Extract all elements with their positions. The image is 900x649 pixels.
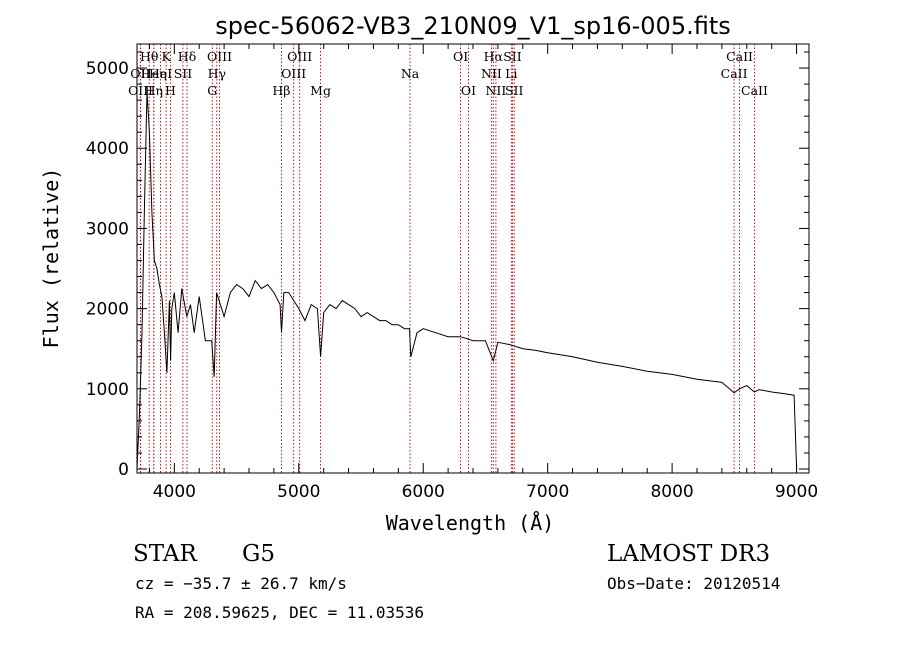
y-tick-label: 5000 xyxy=(86,59,129,79)
line-label: OI xyxy=(461,83,476,98)
line-label: Hγ xyxy=(208,66,226,81)
line-label: Hη xyxy=(145,83,163,98)
line-label: CaII xyxy=(741,83,768,98)
line-label: HeI xyxy=(149,66,172,81)
x-tick-label: 9000 xyxy=(775,482,818,502)
line-label: Hθ xyxy=(140,49,158,64)
line-label: SII xyxy=(174,66,193,81)
line-label: NII xyxy=(481,66,502,81)
x-tick-label: 7000 xyxy=(526,482,569,502)
redshift-cz: cz = −35.7 ± 26.7 km/s xyxy=(135,574,347,593)
line-label: Hα xyxy=(484,49,504,64)
x-tick-label: 4000 xyxy=(153,482,196,502)
line-label: OIII xyxy=(207,49,232,64)
line-label: OIII xyxy=(281,66,306,81)
line-label: SII xyxy=(503,49,522,64)
y-tick-label: 1000 xyxy=(86,380,129,400)
y-axis-ticks: 0 1000 2000 3000 4000 5000 xyxy=(86,51,809,480)
line-label: Mg xyxy=(310,83,331,98)
spectral-line-markers xyxy=(139,44,755,473)
line-label: Hβ xyxy=(272,83,290,98)
line-label: H xyxy=(165,83,176,98)
x-tick-label: 6000 xyxy=(402,482,445,502)
line-label: K xyxy=(161,49,171,64)
x-axis-ticks: 4000 5000 6000 7000 8000 9000 xyxy=(148,44,818,502)
line-label: OI xyxy=(453,49,468,64)
line-label: Heη xyxy=(141,66,167,81)
object-class: STAR xyxy=(133,541,197,567)
chart-title: spec-56062-VB3_210N09_V1_sp16-005.fits xyxy=(215,12,731,40)
line-label: OIII xyxy=(287,49,312,64)
coordinates: RA = 208.59625, DEC = 11.03536 xyxy=(135,603,424,622)
line-label: Hδ xyxy=(178,49,196,64)
y-axis-label: Flux (relative) xyxy=(39,168,63,349)
line-label: OII xyxy=(130,66,150,81)
y-tick-label: 2000 xyxy=(86,300,129,320)
line-label: CaII xyxy=(721,66,748,81)
x-tick-label: 8000 xyxy=(650,482,693,502)
observation-date: Obs−Date: 20120514 xyxy=(607,574,780,593)
line-label: Li xyxy=(505,66,517,81)
x-tick-label: 5000 xyxy=(277,482,320,502)
spectrum-series-line xyxy=(136,92,798,470)
y-tick-label: 4000 xyxy=(86,139,129,159)
survey-name: LAMOST DR3 xyxy=(607,541,770,567)
y-tick-label: 3000 xyxy=(86,219,129,239)
line-label: CaII xyxy=(726,49,753,64)
line-label: Na xyxy=(401,66,420,81)
plot-frame xyxy=(136,43,810,474)
y-tick-label: 0 xyxy=(118,460,129,480)
line-label: SII xyxy=(505,83,524,98)
line-label: NII xyxy=(485,83,506,98)
line-label: G xyxy=(207,83,217,98)
x-axis-label: Wavelength (Å) xyxy=(386,511,555,535)
object-subclass: G5 xyxy=(242,541,275,567)
